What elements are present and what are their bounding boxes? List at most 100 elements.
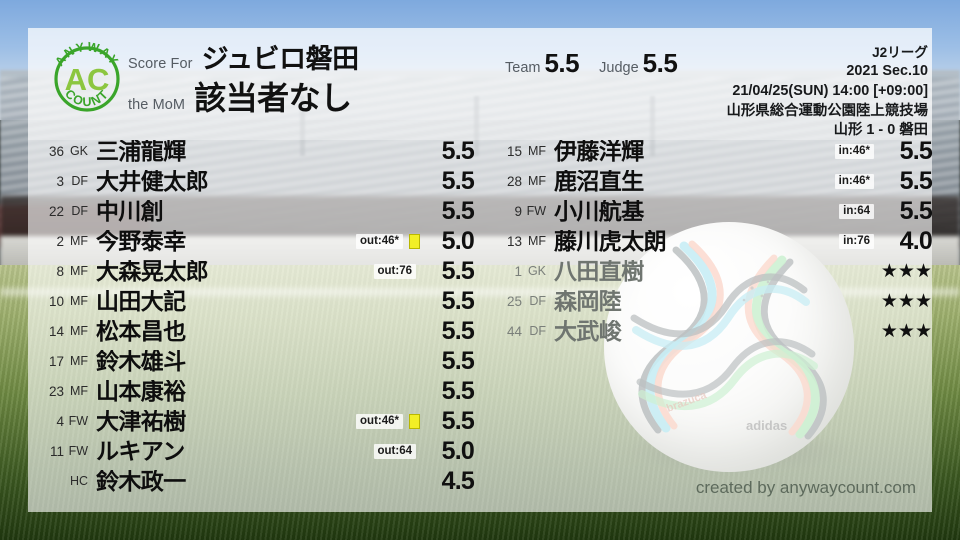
judge-score-label: Judge [599,60,639,76]
logo-arc-bottom: COUNT [62,87,110,110]
team-name: ジュビロ磐田 [201,44,360,74]
player-position: MF [69,354,88,368]
player-number: 17 [48,353,64,369]
player-row[interactable]: 1 GK 八田直樹 ★★★ [492,256,932,286]
score-for-row: Score For ジュビロ磐田 [128,44,458,76]
player-rating: 5.5 [899,136,933,165]
player-number: 22 [48,203,64,219]
player-name[interactable]: 大森晃太郎 [96,259,209,283]
player-rating: 4.5 [441,466,475,495]
league-name: J2リーグ [872,45,928,60]
logo-initials: AC [65,62,110,97]
team-score-label: Team [505,60,541,76]
player-row[interactable]: 28 MF 鹿沼直生 in:46* 5.5 [492,166,933,196]
player-number: 11 [49,443,64,459]
substitution-badge: out:46* [356,233,403,249]
player-position: MF [527,174,546,188]
player-name[interactable]: 今野泰幸 [96,229,186,253]
player-row[interactable]: 44 DF 大武峻 ★★★ [492,316,932,346]
player-row[interactable]: 22 DF 中川創 5.5 [34,196,475,226]
player-name[interactable]: 大津祐樹 [96,409,186,433]
player-name[interactable]: 鈴木政一 [96,469,186,493]
player-rating: ★★★ [880,260,932,282]
player-name[interactable]: 大井健太郎 [96,169,209,193]
player-row[interactable]: 36 GK 三浦龍輝 5.5 [34,136,475,166]
player-row[interactable]: 14 MF 松本昌也 5.5 [34,316,475,346]
player-row[interactable]: 25 DF 森岡陸 ★★★ [492,286,932,316]
player-position: GK [527,264,546,278]
judge-score-value: 5.5 [642,48,678,78]
player-row[interactable]: HC 鈴木政一 4.5 [34,466,475,496]
substitution-badge: in:76 [839,233,874,249]
yellow-card-icon [409,233,420,249]
content-card-overlay [28,28,932,512]
player-position: FW [526,204,546,218]
player-rating: 5.5 [441,196,475,225]
player-row[interactable]: 15 MF 伊藤洋輝 in:46* 5.5 [492,136,933,166]
svg-text:COUNT: COUNT [62,87,112,110]
player-position: MF [69,294,88,308]
player-position: MF [69,324,88,338]
player-name[interactable]: 鹿沼直生 [554,169,644,193]
starters-list: 36 GK 三浦龍輝 5.5 3 DF 大井健太郎 5.5 22 DF 中川創 5.5 2 MF 今野泰幸 o… [34,136,475,496]
player-number: 13 [506,233,522,249]
player-number: 8 [56,263,64,279]
player-number: 9 [514,203,522,219]
player-name[interactable]: 伊藤洋輝 [554,139,644,163]
player-rating: ★★★ [880,290,932,312]
yellow-card-icon [409,413,420,429]
player-row[interactable]: 8 MF 大森晃太郎 out:76 5.5 [34,256,474,286]
player-name[interactable]: 森岡陸 [554,289,622,313]
player-name[interactable]: 八田直樹 [554,259,644,283]
player-position: GK [69,144,88,158]
player-row[interactable]: 11 FW ルキアン out:64 5.0 [34,436,475,466]
player-name[interactable]: 小川航基 [554,199,644,223]
player-row[interactable]: 2 MF 今野泰幸 out:46* 5.0 [34,226,474,256]
player-row[interactable]: 17 MF 鈴木雄斗 5.5 [34,346,475,376]
player-position: MF [527,234,546,248]
anywaycount-logo[interactable]: ANYWAY COUNT AC [48,40,126,118]
credit-text: created by anywaycount.com [695,478,916,497]
player-rating: 5.5 [441,256,475,285]
player-row[interactable]: 4 FW 大津祐樹 out:46* 5.5 [34,406,474,436]
player-number: 15 [506,143,522,159]
player-rating: 5.5 [441,166,475,195]
player-number: 1 [514,263,522,279]
player-name[interactable]: 松本昌也 [96,319,186,343]
player-row[interactable]: 9 FW 小川航基 in:64 5.5 [492,196,932,226]
player-number: 44 [506,323,522,339]
player-row[interactable]: 10 MF 山田大記 5.5 [34,286,475,316]
player-number: 14 [48,323,64,339]
substitutes-list: 15 MF 伊藤洋輝 in:46* 5.5 28 MF 鹿沼直生 in:46* 5.5 9 FW 小川航… [492,136,933,346]
player-rating: 5.5 [899,166,933,195]
player-name[interactable]: 三浦龍輝 [96,139,186,163]
match-result: 山形 1 - 0 磐田 [833,122,928,139]
player-name[interactable]: 山田大記 [96,289,186,313]
player-name[interactable]: ルキアン [96,439,185,463]
player-number: 2 [56,233,64,249]
player-name[interactable]: 藤川虎太朗 [554,229,667,253]
player-rating: 4.0 [899,226,933,255]
player-position: MF [69,234,88,248]
player-name[interactable]: 中川創 [96,199,164,223]
substitution-badge: out:46* [356,413,403,429]
player-row[interactable]: 3 DF 大井健太郎 5.5 [34,166,474,196]
match-info-block: J2リーグ 2021 Sec.10 21/04/25(SUN) 14:00 [+… [727,44,928,141]
player-name[interactable]: 山本康裕 [96,379,186,403]
player-position: FW [68,444,88,458]
player-name[interactable]: 鈴木雄斗 [96,349,186,373]
player-position: MF [69,384,88,398]
substitution-badge: in:46* [834,173,874,189]
player-number: 4 [56,413,64,429]
player-row[interactable]: 13 MF 藤川虎太朗 in:76 4.0 [492,226,933,256]
substitution-badge: out:64 [373,443,416,459]
substitution-badge: out:76 [373,263,416,279]
player-row[interactable]: 23 MF 山本康裕 5.5 [34,376,475,406]
player-position: FW [68,414,88,428]
player-number: 36 [48,143,64,159]
player-name[interactable]: 大武峻 [554,319,622,343]
player-rating: 5.5 [441,376,475,405]
player-rating: 5.5 [441,406,475,435]
kickoff-datetime: 21/04/25(SUN) 14:00 [+09:00] [732,83,928,100]
